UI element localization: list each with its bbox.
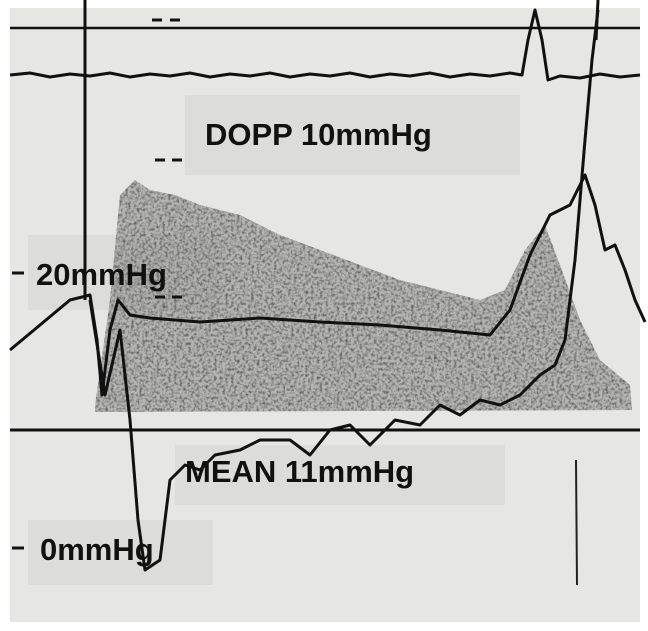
artifact-spike [575, 459, 578, 586]
mean-label: MEAN 11mmHg [185, 454, 414, 489]
scale-label: 20mmHg [36, 257, 167, 292]
label-box [185, 95, 520, 175]
doppler-speckle [95, 180, 632, 412]
doppler-label: DOPP 10mmHg [205, 117, 432, 152]
scale-label: 0mmHg [40, 532, 154, 567]
label-box [28, 520, 213, 585]
ecg-trace [9, 8, 641, 82]
ventricular-trace [88, 9, 600, 572]
label-box [175, 445, 505, 505]
